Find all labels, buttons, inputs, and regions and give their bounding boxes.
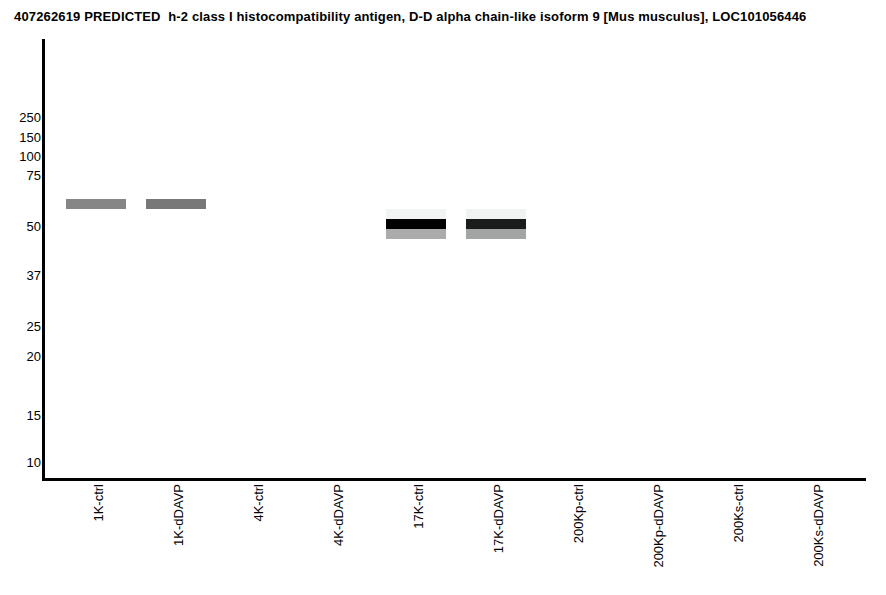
x-lane-label: 4K-dDAVP — [332, 484, 346, 546]
band-layer — [66, 199, 126, 209]
y-tick-label: 25 — [1, 319, 41, 335]
x-lane-label: 1K-ctrl — [92, 484, 106, 522]
band-layer — [386, 219, 446, 229]
y-tick-label: 37 — [1, 268, 41, 284]
y-tick-label: 50 — [1, 219, 41, 235]
y-tick-label: 100 — [1, 149, 41, 165]
y-tick-label: 250 — [1, 110, 41, 126]
band-layer — [466, 229, 526, 239]
figure-title: 407262619 PREDICTED h-2 class I histocom… — [14, 9, 806, 24]
x-lane-label: 1K-dDAVP — [172, 484, 186, 546]
x-lane-label: 4K-ctrl — [252, 484, 266, 522]
band-layer — [466, 219, 526, 229]
y-tick-label: 75 — [1, 168, 41, 184]
y-tick-label: 20 — [1, 349, 41, 365]
x-lane-label: 200Ks-dDAVP — [812, 484, 826, 567]
band-layer — [466, 209, 526, 219]
y-tick-label: 150 — [1, 130, 41, 146]
band-layer — [386, 209, 446, 219]
x-lane-label: 200Kp-dDAVP — [652, 484, 666, 568]
blot-figure: 407262619 PREDICTED h-2 class I histocom… — [0, 0, 886, 595]
x-lane-label: 200Kp-ctrl — [572, 484, 586, 543]
x-axis-line — [42, 478, 866, 481]
x-lane-label: 200Ks-ctrl — [732, 484, 746, 543]
band-layer — [146, 199, 206, 209]
x-lane-label: 17K-ctrl — [412, 484, 426, 529]
y-tick-label: 15 — [1, 408, 41, 424]
y-axis-line — [42, 39, 45, 481]
y-tick-label: 10 — [1, 455, 41, 471]
x-lane-label: 17K-dDAVP — [492, 484, 506, 553]
band-layer — [386, 229, 446, 239]
